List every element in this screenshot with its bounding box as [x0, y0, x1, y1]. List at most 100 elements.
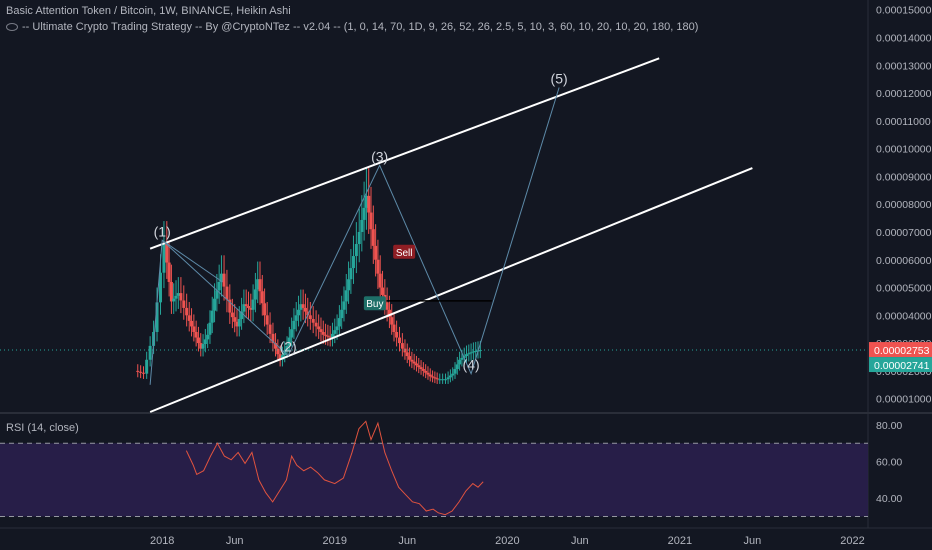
- candle-body: [453, 369, 457, 374]
- close-price-label: 0.00002741: [874, 360, 930, 372]
- wave-label: (2): [280, 339, 297, 355]
- candle-body: [455, 364, 459, 370]
- candle-body: [285, 345, 289, 351]
- candle-body: [357, 231, 361, 245]
- candle-body: [249, 307, 253, 310]
- candle-body: [256, 279, 260, 290]
- candle-body: [182, 300, 186, 308]
- rsi-band: [0, 442, 868, 518]
- candle-body: [311, 319, 315, 323]
- candle-body: [176, 293, 180, 296]
- candle-body: [217, 281, 221, 291]
- candle-body: [317, 326, 321, 330]
- candle-body: [340, 309, 344, 319]
- candle-body: [290, 329, 294, 338]
- candle-body: [435, 378, 439, 380]
- candle-body: [167, 262, 171, 282]
- time-tick-label: 2021: [668, 535, 692, 547]
- candle-body: [467, 353, 471, 355]
- candle-body: [258, 279, 262, 292]
- candle-body: [421, 369, 425, 371]
- candle-body: [228, 299, 232, 313]
- candle-body: [376, 259, 380, 274]
- price-tick-label: 0.00006000: [876, 255, 932, 267]
- candle-body: [451, 373, 455, 376]
- signal-badge: [363, 296, 386, 311]
- candle-body: [390, 317, 394, 325]
- candle-body: [349, 268, 353, 280]
- candle-body: [424, 370, 428, 373]
- candle-body: [145, 359, 149, 374]
- candle-body: [276, 348, 280, 355]
- rsi-tick-label: 80.00: [876, 420, 902, 432]
- candle-body: [287, 337, 291, 346]
- candle-body: [268, 324, 272, 334]
- current-price-tags: 0.00002753 0.00002741: [869, 342, 932, 373]
- candle-body: [237, 319, 241, 327]
- candle-body: [405, 352, 409, 357]
- rsi-series-line: [185, 420, 484, 516]
- rsi-line: [185, 420, 484, 516]
- grid: [0, 0, 932, 529]
- candle-body: [136, 370, 140, 372]
- close-price-tag: [869, 357, 932, 373]
- symbol-title: Basic Attention Token / Bitcoin, 1W, BIN…: [6, 5, 291, 17]
- candle-body: [351, 256, 355, 269]
- time-tick-label: Jun: [226, 535, 244, 547]
- candle-body: [240, 311, 244, 320]
- candle-body: [233, 317, 237, 322]
- price-tick-label: 0.00007000: [876, 227, 932, 239]
- signal-label: Buy: [366, 299, 383, 310]
- time-tick-label: 2020: [495, 535, 519, 547]
- candle-body: [414, 363, 418, 366]
- candle-body: [431, 376, 435, 378]
- candle-body: [230, 312, 234, 318]
- candle-body: [333, 330, 337, 334]
- candle-body: [369, 212, 373, 230]
- candle-body: [337, 318, 341, 327]
- candle-body: [326, 335, 330, 337]
- candle-body: [392, 324, 396, 332]
- candle-body: [219, 273, 223, 282]
- candle-body: [187, 315, 191, 321]
- candle-body: [271, 333, 275, 344]
- candle-body: [417, 365, 421, 368]
- time-tick-label: 2019: [323, 535, 347, 547]
- price-tick-label: 0.00008000: [876, 199, 932, 211]
- price-tick-label: 0.00009000: [876, 171, 932, 183]
- candle-body: [242, 304, 246, 312]
- wave-guide: [161, 239, 223, 283]
- time-tick-label: Jun: [398, 535, 416, 547]
- candle-body: [179, 293, 183, 301]
- candle-body: [206, 334, 210, 340]
- candle-body: [162, 243, 166, 273]
- rsi-tick-label: 40.00: [876, 493, 902, 505]
- candle-body: [265, 315, 269, 325]
- candle-body: [469, 352, 473, 354]
- candle-body: [314, 322, 318, 327]
- price-tick-label: 0.00004000: [876, 310, 932, 322]
- candle-body: [344, 290, 348, 302]
- wave-label: (5): [551, 71, 568, 87]
- candle-body: [387, 309, 391, 318]
- candle-body: [294, 315, 298, 321]
- last-price-label: 0.00002753: [874, 345, 930, 357]
- candle-body: [199, 343, 203, 349]
- candles: [136, 168, 482, 384]
- time-axis: 2018 Jun 2019 Jun 2020 Jun 2021 Jun 2022: [150, 535, 865, 547]
- candle-body: [292, 320, 296, 330]
- candle-body: [297, 309, 301, 316]
- price-tick-label: 0.00013000: [876, 60, 932, 72]
- candle-body: [328, 336, 332, 338]
- price-tick-label: 0.00011000: [876, 116, 931, 128]
- visibility-icon[interactable]: [6, 23, 18, 32]
- last-price-tag: [869, 342, 932, 358]
- candle-body: [142, 372, 146, 374]
- candle-body: [172, 298, 176, 302]
- price-tick-label: 0.00015000: [876, 5, 932, 17]
- price-tick-label: 0.00012000: [876, 88, 932, 100]
- candle-body: [201, 344, 205, 349]
- candle-body: [192, 326, 196, 332]
- candle-body: [210, 310, 214, 323]
